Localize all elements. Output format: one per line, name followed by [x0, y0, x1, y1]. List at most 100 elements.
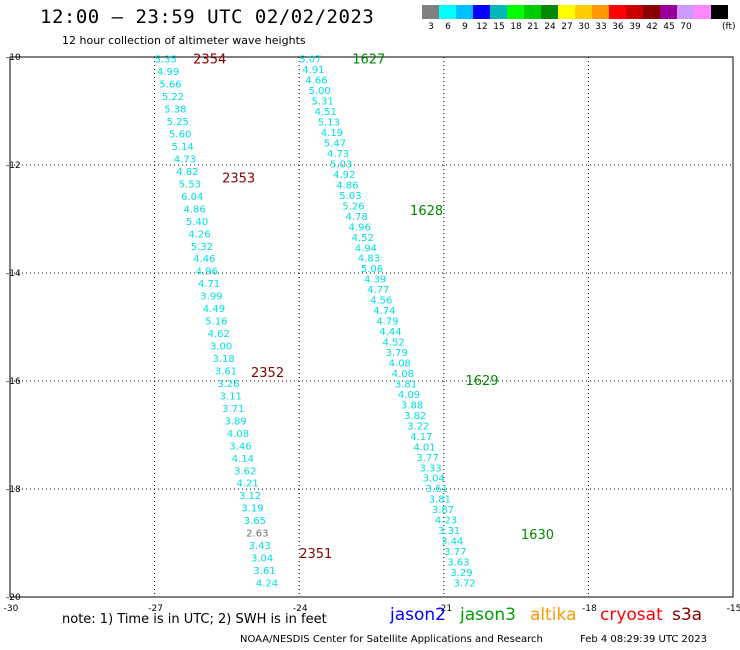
footer-timestamp: Feb 4 08:29:39 UTC 2023: [580, 634, 707, 645]
legend-jason3: jason3: [460, 605, 516, 625]
color-scale-tick: 33: [595, 22, 607, 32]
wave-height-label: 4.51: [315, 107, 337, 118]
wave-height-label: 4.19: [321, 128, 343, 139]
x-tick-label: -18: [582, 604, 597, 614]
wave-height-label: 4.71: [198, 279, 220, 290]
wave-height-label: 3.61: [426, 484, 448, 495]
color-swatch: [456, 5, 473, 19]
wave-height-label: 5.40: [186, 217, 208, 228]
wave-height-label: 4.17: [410, 432, 432, 443]
color-swatch: [677, 5, 694, 19]
wave-height-label: 4.21: [237, 479, 259, 490]
wave-height-label: 3.43: [249, 541, 271, 552]
wave-height-label: 3.71: [222, 404, 244, 415]
wave-height-label: 5.03: [339, 191, 361, 202]
wave-height-label: 3.61: [215, 366, 237, 377]
color-scale-tick: 70: [680, 22, 692, 32]
color-scale-tick: 18: [510, 22, 522, 32]
color-swatch: [422, 5, 439, 19]
wave-height-label: 4.24: [256, 579, 278, 590]
wave-height-label: 4.52: [352, 233, 374, 244]
color-scale-tick: 36: [612, 22, 624, 32]
y-tick-label: -14: [6, 269, 21, 279]
wave-height-label: 4.96: [349, 222, 371, 233]
color-swatch: [507, 5, 524, 19]
color-scale-tick: 6: [445, 22, 451, 32]
wave-height-label: 3.44: [441, 537, 463, 548]
pass-time-label: 2352: [251, 366, 284, 381]
map-subtitle: 12 hour collection of altimeter wave hei…: [62, 34, 306, 47]
wave-height-label: 3.88: [401, 400, 423, 411]
wave-height-label: 4.44: [379, 327, 401, 338]
legend-note: note: 1) Time is in UTC; 2) SWH is in fe…: [62, 612, 327, 627]
y-tick-label: -18: [6, 485, 21, 495]
wave-height-label: 4.73: [174, 154, 196, 165]
legend-altika: altika: [530, 605, 577, 625]
legend-cryosat: cryosat: [600, 605, 663, 625]
color-swatch: [541, 5, 558, 19]
wave-height-label: 3.33: [420, 463, 442, 474]
wave-height-label: 4.52: [382, 338, 404, 349]
wave-height-label: 5.31: [312, 97, 334, 108]
wave-height-label: 4.96: [196, 267, 218, 278]
wave-height-label: 4.82: [176, 167, 198, 178]
wave-height-label: 5.26: [342, 201, 364, 212]
wave-height-label: 3.04: [423, 474, 445, 485]
color-swatch: [660, 5, 677, 19]
wave-height-label: 3.62: [234, 466, 256, 477]
wave-height-label: 4.86: [336, 180, 358, 191]
legend-s3a: s3a: [672, 605, 703, 625]
color-swatch: [524, 5, 541, 19]
wave-height-label: 4.99: [157, 67, 179, 78]
wave-height-label: 3.63: [447, 558, 469, 569]
wave-height-label: 5.14: [171, 142, 193, 153]
wave-height-label: 4.86: [184, 204, 206, 215]
wave-height-label: 3.22: [407, 421, 429, 432]
wave-height-label: 3.72: [453, 579, 475, 590]
color-swatch: [643, 5, 660, 19]
plot-frame: [9, 56, 734, 598]
wave-height-label: 5.38: [164, 105, 186, 116]
wave-height-label: 4.01: [413, 442, 435, 453]
color-scale-tick: 9: [462, 22, 468, 32]
wave-height-label: 5.60: [169, 130, 191, 141]
x-tick-label: -24: [293, 604, 308, 614]
wave-height-label: 4.83: [358, 254, 380, 265]
wave-height-label: 4.14: [232, 454, 254, 465]
y-tick-label: -10: [6, 53, 21, 63]
color-swatch: [558, 5, 575, 19]
x-tick-label: -15: [727, 604, 740, 614]
wave-height-label: 5.06: [361, 264, 383, 275]
wave-height-label: 3.12: [239, 491, 261, 502]
x-tick-label: -27: [148, 604, 163, 614]
wave-height-label: 4.46: [193, 254, 215, 265]
wave-height-label: 3.77: [416, 453, 438, 464]
wave-height-label: 3.31: [438, 526, 460, 537]
wave-height-label: 4.66: [305, 76, 327, 87]
footer-credit: NOAA/NESDIS Center for Satellite Applica…: [240, 634, 543, 645]
color-swatch: [490, 5, 507, 19]
wave-height-label: 3.65: [244, 516, 266, 527]
wave-height-label: 3.87: [432, 505, 454, 516]
wave-height-label: 4.26: [188, 229, 210, 240]
color-swatch: [592, 5, 609, 19]
wave-height-label: 4.79: [376, 317, 398, 328]
wave-height-label: 3.79: [386, 348, 408, 359]
wave-height-label: 3.99: [200, 292, 222, 303]
wave-height-label: 4.49: [203, 304, 225, 315]
map-title: 12:00 — 23:59 UTC 02/02/2023: [40, 6, 375, 28]
wave-height-label: 4.78: [345, 212, 367, 223]
wave-height-label: 3.81: [395, 379, 417, 390]
color-scale-tick: 3: [428, 22, 434, 32]
wave-height-label: 5.32: [191, 242, 213, 253]
y-tick-label: -12: [6, 161, 21, 171]
pass-time-label: 1628: [410, 204, 443, 219]
wave-height-label: 5.53: [179, 179, 201, 190]
wave-height-label: 5.22: [162, 92, 184, 103]
pass-time-label: 2354: [193, 53, 226, 68]
wave-height-label: 4.62: [208, 329, 230, 340]
pass-time-label: 1627: [352, 53, 385, 68]
color-swatch: [609, 5, 626, 19]
y-tick-label: -16: [6, 377, 21, 387]
